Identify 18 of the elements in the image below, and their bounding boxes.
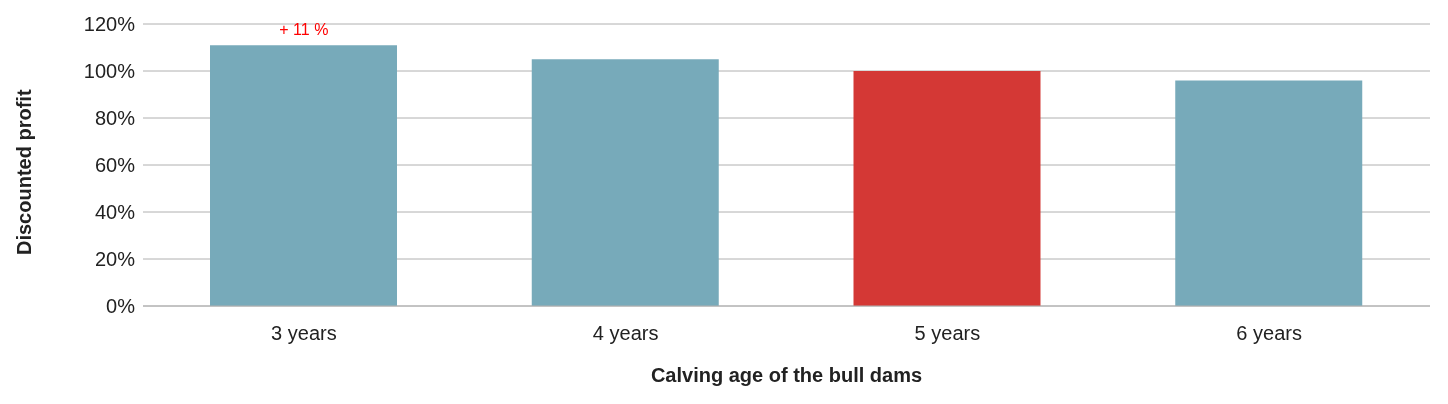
- y-tick-label: 60%: [94, 154, 136, 177]
- y-tick-label: 20%: [94, 248, 136, 271]
- x-tick-label: 6 years: [1236, 322, 1302, 345]
- bar: [531, 59, 719, 306]
- y-tick-label: 0%: [106, 295, 136, 318]
- bar: [210, 45, 397, 306]
- x-axis-title: Calving age of the bull dams: [650, 364, 923, 386]
- x-tick-label: 4 years: [592, 322, 659, 345]
- y-tick-label: 80%: [94, 107, 136, 130]
- y-tick-label: 40%: [94, 201, 136, 224]
- bar: [1175, 80, 1363, 306]
- y-tick-label: 120%: [83, 13, 136, 36]
- x-tick-label: 3 years: [271, 322, 337, 345]
- x-tick-label: 5 years: [914, 322, 981, 345]
- annotation: + 11 %: [279, 21, 329, 39]
- y-tick-label: 100%: [83, 60, 136, 83]
- y-axis-title: Discounted profit: [13, 89, 36, 255]
- bar: [853, 71, 1041, 306]
